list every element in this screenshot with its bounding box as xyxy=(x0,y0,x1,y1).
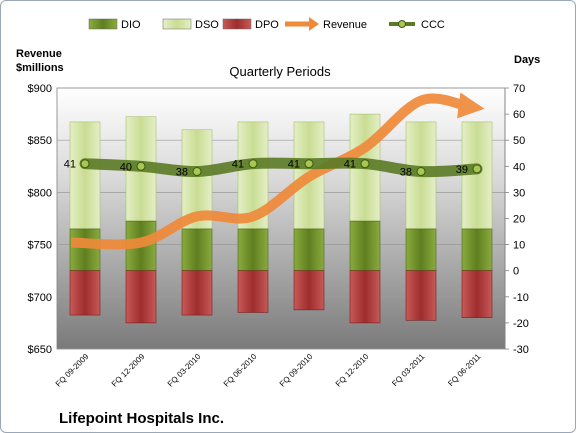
x-tick-label: FQ 12-2009 xyxy=(110,352,147,389)
y-right-tick-label: 40 xyxy=(513,161,525,173)
ccc-point xyxy=(80,159,90,169)
ccc-data-label: 41 xyxy=(288,159,300,171)
ccc-data-label: 41 xyxy=(232,159,244,171)
bar-dio xyxy=(69,228,101,272)
legend-label: DSO xyxy=(195,19,219,31)
chart-subtitle: Quarterly Periods xyxy=(229,64,331,79)
y-right-tick-label: -20 xyxy=(513,318,529,330)
ccc-line xyxy=(79,157,483,178)
y-right-tick-label: 30 xyxy=(513,187,525,199)
y-left-tick-label: $850 xyxy=(28,135,52,147)
y-right-tick-label: -30 xyxy=(513,344,529,356)
ccc-point xyxy=(360,159,370,169)
legend-marker xyxy=(398,20,406,28)
bar-dio xyxy=(461,228,493,272)
bar-dpo xyxy=(69,270,101,316)
bar-dio xyxy=(181,228,213,272)
x-tick-label: FQ 12-2010 xyxy=(334,352,371,389)
legend-label: Revenue xyxy=(323,19,367,31)
bar-dpo xyxy=(237,270,269,313)
legend: DIO DSO DPO Revenue CCC xyxy=(88,17,445,31)
legend-label: DIO xyxy=(121,19,141,31)
bar-dpo xyxy=(181,270,213,316)
y-right-tick-label: 20 xyxy=(513,214,525,226)
legend-swatch xyxy=(162,18,192,30)
company-title: Lifepoint Hospitals Inc. xyxy=(59,410,224,427)
bar-dpo xyxy=(125,270,157,324)
bar-dio xyxy=(237,228,269,272)
y-left-tick-label: $700 xyxy=(28,292,52,304)
ccc-data-label: 38 xyxy=(400,167,412,179)
bar-dio xyxy=(293,228,325,272)
revenue-line xyxy=(70,92,485,250)
bar-dpo xyxy=(405,270,437,321)
y-right-label: Days xyxy=(514,54,540,66)
line-series: 41 40 38 41 41 41 38 39 xyxy=(64,92,485,250)
y-left-tick-label: $800 xyxy=(28,187,52,199)
bar-dpo xyxy=(461,270,493,318)
y-left-tick-label: $650 xyxy=(28,344,52,356)
legend-swatch xyxy=(88,18,118,30)
y-right-tick-label: 60 xyxy=(513,109,525,121)
y-right-tick-label: 50 xyxy=(513,135,525,147)
x-tick-label: FQ 06-2011 xyxy=(446,352,483,389)
ccc-data-label: 39 xyxy=(456,164,468,176)
ccc-point xyxy=(192,167,202,177)
bar-dso xyxy=(69,121,101,230)
ccc-data-label: 38 xyxy=(176,167,188,179)
bar-dio xyxy=(349,220,381,272)
y-left-label-line-2: $millions xyxy=(16,62,64,74)
ccc-point xyxy=(472,164,482,174)
y-right-tick-label: 10 xyxy=(513,240,525,252)
ccc-point xyxy=(304,159,314,169)
ccc-data-label: 41 xyxy=(344,159,356,171)
x-tick-label: FQ 03-2011 xyxy=(390,352,427,389)
ccc-data-label: 40 xyxy=(120,161,132,173)
y-left-label-line-1: Revenue xyxy=(16,48,62,60)
legend-label: CCC xyxy=(421,19,445,31)
y-right-tick-label: 0 xyxy=(513,266,519,278)
ccc-point xyxy=(136,161,146,171)
y-left-tick-label: $900 xyxy=(28,83,52,95)
ccc-point xyxy=(248,159,258,169)
x-tick-label: FQ 06-2010 xyxy=(222,352,259,389)
legend-swatch xyxy=(222,18,252,30)
y-left-tick-label: $750 xyxy=(28,240,52,252)
x-tick-label: FQ 03-2010 xyxy=(166,352,203,389)
legend-arrow-icon xyxy=(309,17,319,31)
x-tick-label: FQ 09-2009 xyxy=(54,352,91,389)
bar-dio xyxy=(405,228,437,272)
legend-label: DPO xyxy=(255,19,279,31)
bar-dpo xyxy=(293,270,325,311)
y-right-tick-label: -10 xyxy=(513,292,529,304)
ccc-data-label: 41 xyxy=(64,159,76,171)
y-right-tick-label: 70 xyxy=(513,83,525,95)
x-tick-label: FQ 09-2010 xyxy=(278,352,315,389)
ccc-point xyxy=(416,167,426,177)
plot-area xyxy=(56,87,506,350)
bar-dpo xyxy=(349,270,381,324)
